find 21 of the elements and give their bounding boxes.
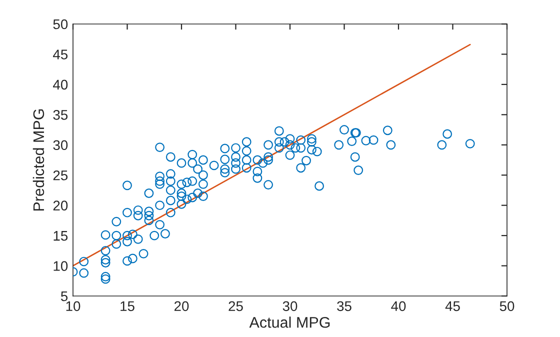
- x-tick-label: 25: [228, 301, 243, 312]
- y-axis-title: Predicted MPG: [32, 109, 44, 211]
- y-tick-label: 15: [54, 231, 68, 241]
- y-tick-label: 30: [53, 140, 68, 150]
- y-tick-label: 45: [53, 50, 68, 60]
- x-tick-label: 10: [66, 301, 80, 312]
- y-tick-label: 25: [53, 170, 68, 180]
- x-tick-label: 50: [500, 301, 514, 312]
- y-tick-label: 20: [53, 200, 68, 211]
- x-tick-label: 45: [445, 301, 460, 312]
- y-tick-label: 35: [53, 110, 68, 120]
- y-tick-label: 50: [53, 19, 68, 30]
- y-tick-label: 40: [53, 80, 68, 90]
- x-tick-label: 35: [337, 301, 352, 312]
- y-tick-label: 5: [60, 291, 68, 302]
- x-tick-label: 30: [282, 301, 298, 312]
- y-tick-label: 10: [54, 261, 68, 271]
- x-tick-label: 20: [174, 301, 189, 312]
- x-tick-label: 15: [120, 301, 134, 312]
- x-tick-label: 40: [391, 301, 406, 312]
- x-axis-title: Actual MPG: [249, 316, 330, 328]
